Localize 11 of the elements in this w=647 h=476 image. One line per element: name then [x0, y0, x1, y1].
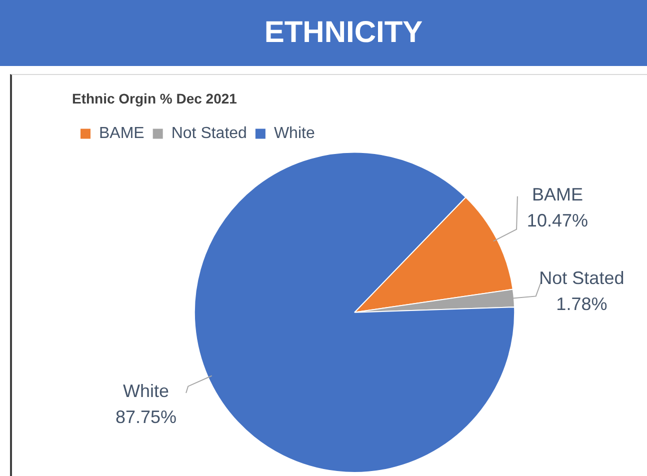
chart-title: ETHNICITY	[0, 0, 647, 66]
data-label: 10.47%	[526, 210, 588, 230]
legend-label: Not Stated	[171, 125, 247, 142]
data-label: 87.75%	[116, 406, 177, 427]
legend-label: White	[274, 125, 315, 142]
data-label: 1.78%	[556, 294, 608, 314]
chart-subtitle: Ethnic Orgin % Dec 2021	[72, 90, 238, 106]
slice-label: White	[123, 380, 170, 401]
legend-label: BAME	[99, 125, 144, 142]
slice-label: Not Stated	[539, 268, 624, 288]
slice-label: BAME	[532, 184, 583, 204]
